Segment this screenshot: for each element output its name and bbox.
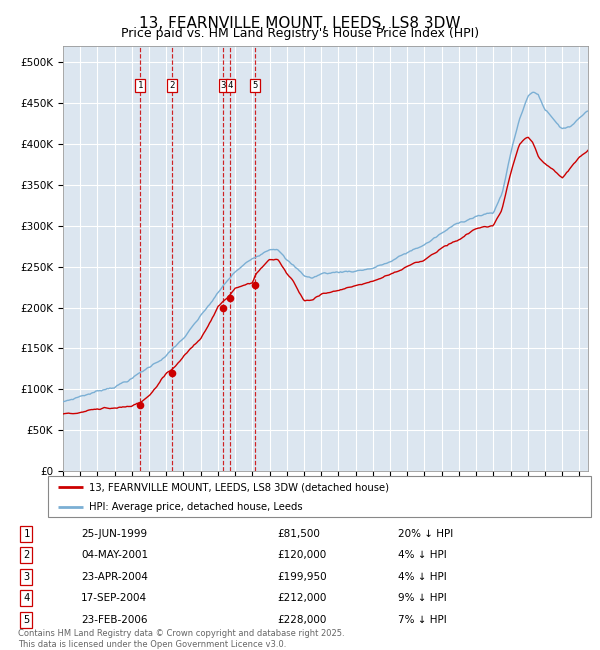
Text: £120,000: £120,000: [277, 551, 326, 560]
Text: £199,950: £199,950: [277, 572, 326, 582]
Text: 9% ↓ HPI: 9% ↓ HPI: [398, 593, 446, 603]
Text: 7% ↓ HPI: 7% ↓ HPI: [398, 615, 446, 625]
Text: HPI: Average price, detached house, Leeds: HPI: Average price, detached house, Leed…: [89, 502, 302, 512]
Text: 13, FEARNVILLE MOUNT, LEEDS, LS8 3DW (detached house): 13, FEARNVILLE MOUNT, LEEDS, LS8 3DW (de…: [89, 482, 389, 492]
Text: 4: 4: [23, 593, 29, 603]
Text: 2: 2: [169, 81, 175, 90]
Text: 4% ↓ HPI: 4% ↓ HPI: [398, 551, 446, 560]
Text: 3: 3: [23, 572, 29, 582]
Text: 23-APR-2004: 23-APR-2004: [81, 572, 148, 582]
Text: £228,000: £228,000: [277, 615, 326, 625]
Text: 17-SEP-2004: 17-SEP-2004: [81, 593, 147, 603]
Text: 5: 5: [23, 615, 29, 625]
Text: 4% ↓ HPI: 4% ↓ HPI: [398, 572, 446, 582]
Text: 1: 1: [137, 81, 143, 90]
Text: 04-MAY-2001: 04-MAY-2001: [81, 551, 148, 560]
Text: 13, FEARNVILLE MOUNT, LEEDS, LS8 3DW: 13, FEARNVILLE MOUNT, LEEDS, LS8 3DW: [139, 16, 461, 31]
Text: 20% ↓ HPI: 20% ↓ HPI: [398, 529, 453, 539]
Text: 25-JUN-1999: 25-JUN-1999: [81, 529, 147, 539]
Text: £81,500: £81,500: [277, 529, 320, 539]
Text: 4: 4: [227, 81, 233, 90]
Text: 3: 3: [221, 81, 226, 90]
Text: £212,000: £212,000: [277, 593, 326, 603]
Text: Contains HM Land Registry data © Crown copyright and database right 2025.
This d: Contains HM Land Registry data © Crown c…: [18, 629, 344, 649]
Text: 2: 2: [23, 551, 29, 560]
Text: 1: 1: [23, 529, 29, 539]
Text: 5: 5: [252, 81, 257, 90]
Text: Price paid vs. HM Land Registry's House Price Index (HPI): Price paid vs. HM Land Registry's House …: [121, 27, 479, 40]
Text: 23-FEB-2006: 23-FEB-2006: [81, 615, 148, 625]
